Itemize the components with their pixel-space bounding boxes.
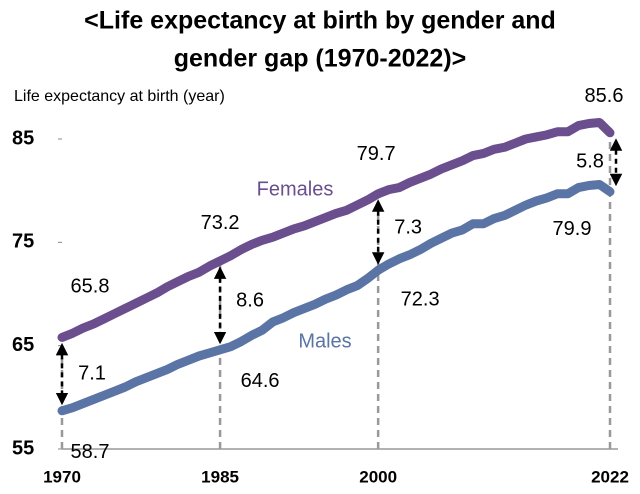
gap-label: 5.8: [576, 151, 604, 173]
x-tick-label: 2022: [591, 467, 629, 486]
data-label: 65.8: [71, 276, 110, 298]
y-tick-label: 55: [12, 437, 34, 459]
series-label: Males: [298, 330, 351, 352]
y-tick-label: 85: [12, 127, 34, 149]
data-label: 85.6: [585, 85, 624, 107]
gap-label: 7.1: [78, 362, 106, 384]
series-label: Females: [257, 178, 334, 200]
gap-label: 8.6: [236, 290, 264, 312]
data-label: 72.3: [401, 289, 440, 311]
y-tick-label: 75: [12, 231, 34, 253]
chart-title: <Life expectancy at birth by gender and: [84, 7, 556, 35]
x-tick-label: 1970: [43, 467, 81, 486]
gap-label: 7.3: [394, 216, 422, 238]
y-axis-label: Life expectancy at birth (year): [14, 88, 225, 105]
series-line: [57, 179, 615, 416]
data-label: 79.7: [357, 143, 396, 165]
chart-title: gender gap (1970-2022)>: [174, 45, 467, 73]
x-tick-label: 1985: [201, 467, 239, 486]
x-tick-label: 2000: [359, 467, 397, 486]
y-tick-label: 65: [12, 334, 34, 356]
data-label: 73.2: [201, 212, 240, 234]
series-line: [57, 117, 615, 342]
data-label: 64.6: [241, 370, 280, 392]
data-label: 58.7: [71, 441, 110, 463]
data-label: 79.9: [553, 218, 592, 240]
